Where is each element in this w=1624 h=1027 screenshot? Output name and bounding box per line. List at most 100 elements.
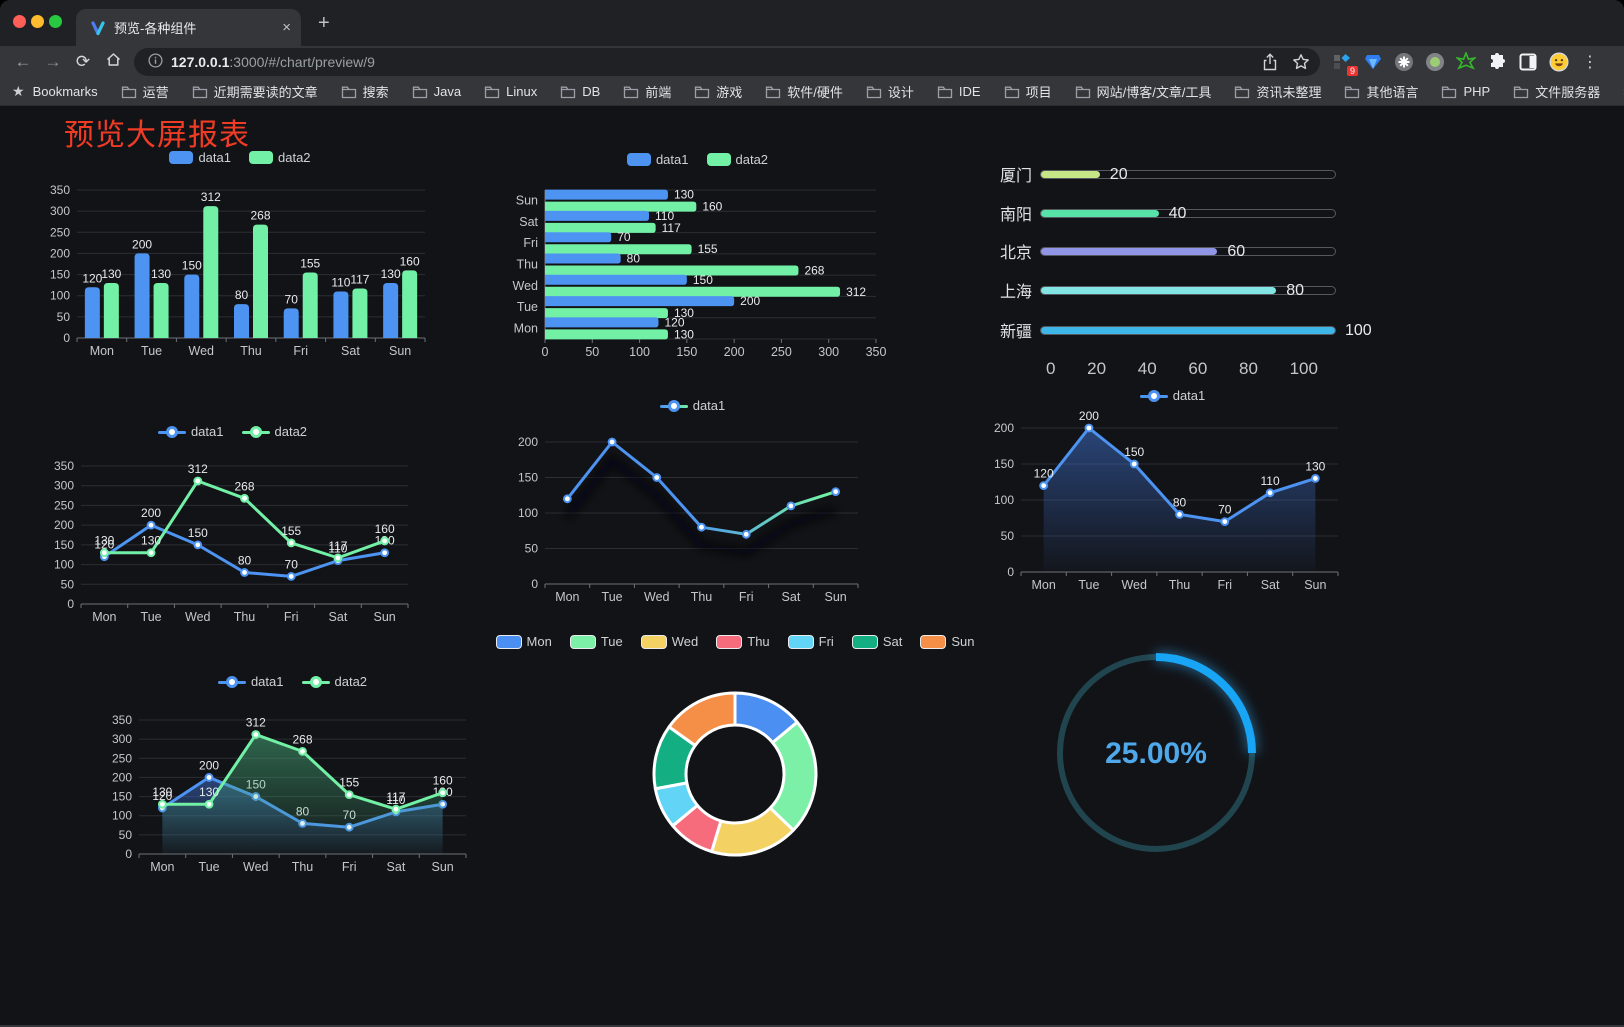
tab-close-icon[interactable]: × xyxy=(282,19,291,36)
extension-grid-icon[interactable]: 9 xyxy=(1332,52,1358,76)
legend-marker xyxy=(157,425,186,438)
bookmark-folder[interactable]: 运营 xyxy=(121,82,169,101)
legend-item[interactable]: Fri xyxy=(787,634,834,649)
address-bar[interactable]: 127.0.0.1:3000/#/chart/preview/9 xyxy=(134,48,1320,76)
legend-item[interactable]: data2 xyxy=(249,150,311,165)
extension-record-icon[interactable] xyxy=(1425,52,1445,72)
reload-button[interactable]: ⟳ xyxy=(75,52,91,71)
chart-legend: data1 data2 xyxy=(45,424,420,439)
svg-text:50: 50 xyxy=(61,577,75,591)
bookmarks-root-folder[interactable]: Bookmarks xyxy=(33,84,98,99)
chart-legend: Mon Tue Wed Thu Fri Sat Sun xyxy=(495,634,974,649)
svg-text:155: 155 xyxy=(300,256,320,270)
svg-text:Wed: Wed xyxy=(644,590,670,604)
svg-text:80: 80 xyxy=(1173,495,1187,509)
legend-label: data2 xyxy=(274,424,308,439)
extension-asterisk-icon[interactable] xyxy=(1394,52,1414,72)
browser-tab[interactable]: 预览-各种组件 × xyxy=(76,9,301,46)
svg-text:117: 117 xyxy=(350,273,369,287)
legend-item[interactable]: data1 xyxy=(169,150,231,165)
minimize-window-button[interactable] xyxy=(31,15,44,28)
extensions-puzzle-icon[interactable] xyxy=(1487,52,1507,72)
svg-text:Fri: Fri xyxy=(739,590,754,604)
svg-text:350: 350 xyxy=(50,183,70,197)
legend-item[interactable]: data1 xyxy=(157,424,224,439)
bookmark-folder[interactable]: 游戏 xyxy=(694,82,742,101)
svg-text:155: 155 xyxy=(698,242,718,256)
svg-text:Tue: Tue xyxy=(141,610,162,624)
bookmark-folder[interactable]: 项目 xyxy=(1004,82,1052,101)
legend-item[interactable]: data1 xyxy=(626,152,689,167)
legend-item[interactable]: data1 xyxy=(217,674,284,689)
home-button[interactable] xyxy=(98,51,128,73)
progress-label: 新疆 xyxy=(999,324,1032,341)
svg-text:250: 250 xyxy=(50,225,70,239)
legend-item[interactable]: Tue xyxy=(569,634,623,649)
doughnut-chart: Mon Tue Wed Thu Fri Sat Sun xyxy=(495,634,974,884)
extension-green-star-icon[interactable] xyxy=(1456,52,1476,72)
svg-text:Fri: Fri xyxy=(284,610,299,624)
legend-item[interactable]: data2 xyxy=(706,152,768,167)
bookmark-folder[interactable]: 其他语言 xyxy=(1344,82,1418,101)
legend-item[interactable]: data2 xyxy=(241,424,308,439)
back-button[interactable]: ← xyxy=(14,52,32,71)
legend-item[interactable]: Sat xyxy=(851,634,902,649)
side-panel-icon[interactable] xyxy=(1518,52,1538,72)
close-window-button[interactable] xyxy=(13,15,26,28)
legend-item[interactable]: data2 xyxy=(301,674,367,689)
progress-label: 南阳 xyxy=(999,207,1032,224)
bookmark-folder[interactable]: 资讯未整理 xyxy=(1234,82,1321,101)
url-host: 127.0.0.1 xyxy=(171,54,230,70)
legend-item[interactable]: Sun xyxy=(920,634,974,649)
progress-fill xyxy=(1041,170,1100,178)
svg-text:150: 150 xyxy=(54,538,74,552)
svg-text:Mon: Mon xyxy=(1031,578,1055,592)
bookmark-folder[interactable]: 前端 xyxy=(623,82,671,101)
svg-text:Sun: Sun xyxy=(389,344,411,358)
forward-button[interactable]: → xyxy=(44,52,62,71)
svg-text:80: 80 xyxy=(627,252,641,266)
legend-item[interactable]: data1 xyxy=(1139,388,1205,403)
legend-item[interactable]: Mon xyxy=(495,634,552,649)
bookmark-folder[interactable]: PHP xyxy=(1441,84,1490,99)
bookmark-folder[interactable]: 近期需要读的文章 xyxy=(192,82,318,101)
chart-legend: data1 data2 xyxy=(45,150,435,165)
profile-avatar-emoji-icon[interactable] xyxy=(1549,52,1569,72)
bookmark-folder[interactable]: IDE xyxy=(937,84,981,99)
bookmark-folder[interactable]: DB xyxy=(560,84,600,99)
bookmarks-star-icon[interactable]: ★ xyxy=(12,83,25,99)
svg-text:110: 110 xyxy=(328,542,347,556)
svg-text:Thu: Thu xyxy=(292,860,314,874)
svg-text:0: 0 xyxy=(542,345,549,359)
browser-menu-button[interactable]: ⋮ xyxy=(1582,54,1598,71)
new-tab-button[interactable]: + xyxy=(318,12,330,34)
legend-swatch xyxy=(706,153,731,166)
legend-item[interactable]: Wed xyxy=(640,634,698,649)
bookmark-folder[interactable]: Java xyxy=(412,84,461,99)
legend-item[interactable]: data1 xyxy=(659,398,725,413)
svg-text:350: 350 xyxy=(54,459,74,473)
svg-text:Thu: Thu xyxy=(516,258,538,272)
share-icon[interactable] xyxy=(1262,53,1278,71)
bookmark-star-icon[interactable] xyxy=(1292,53,1310,71)
bookmark-folder[interactable]: 文件服务器 xyxy=(1513,82,1600,101)
svg-text:Tue: Tue xyxy=(1078,578,1099,592)
bookmark-folder[interactable]: 搜索 xyxy=(341,82,389,101)
legend-label: data1 xyxy=(198,150,231,165)
svg-text:200: 200 xyxy=(724,345,745,359)
progress-label: 北京 xyxy=(999,245,1032,262)
svg-text:Wed: Wed xyxy=(243,860,269,874)
bookmark-folder[interactable]: 设计 xyxy=(866,82,914,101)
legend-item[interactable]: Thu xyxy=(716,634,770,649)
site-info-icon[interactable] xyxy=(148,53,163,71)
svg-text:130: 130 xyxy=(94,534,114,548)
legend-swatch xyxy=(716,634,743,649)
bookmark-folder[interactable]: 网站/博客/文章/工具 xyxy=(1075,82,1211,101)
bookmark-folder[interactable]: 软件/硬件 xyxy=(765,82,843,101)
svg-text:Mon: Mon xyxy=(555,590,579,604)
progress-value: 40 xyxy=(1168,204,1187,222)
zoom-window-button[interactable] xyxy=(49,15,62,28)
extension-gem-icon[interactable] xyxy=(1363,52,1383,72)
bookmark-folder[interactable]: Linux xyxy=(484,84,537,99)
legend-marker xyxy=(217,675,246,688)
